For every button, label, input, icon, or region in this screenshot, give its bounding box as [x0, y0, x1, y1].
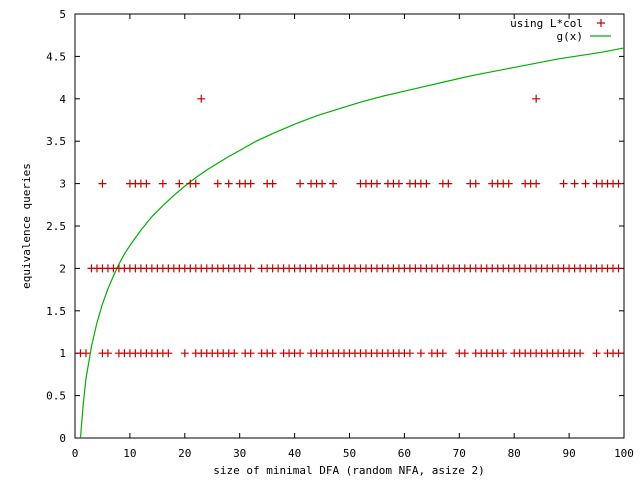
x-tick-label: 0 — [72, 447, 79, 460]
data-point — [103, 349, 112, 358]
data-point — [504, 179, 513, 188]
y-tick-label: 1 — [59, 347, 66, 360]
series-line-g — [79, 47, 625, 439]
x-tick-label: 100 — [614, 447, 634, 460]
data-point — [405, 349, 414, 358]
data-point — [576, 349, 585, 358]
legend-label-lstar: using L*col — [510, 17, 583, 30]
data-point — [81, 349, 90, 358]
data-point — [614, 264, 623, 273]
data-point — [98, 179, 107, 188]
data-point — [394, 179, 403, 188]
data-point — [164, 349, 173, 358]
data-point — [499, 349, 508, 358]
data-point — [559, 179, 568, 188]
y-tick-label: 0 — [59, 432, 66, 445]
x-tick-label: 50 — [343, 447, 356, 460]
data-point — [224, 179, 233, 188]
data-point — [460, 349, 469, 358]
y-axis-label: equivalence queries — [20, 163, 33, 289]
y-tick-label: 2 — [59, 262, 66, 275]
x-tick-label: 10 — [123, 447, 136, 460]
x-tick-label: 30 — [233, 447, 246, 460]
y-tick-labels: 0 0.5 1 1.5 2 2.5 3 3.5 4 4.5 5 — [46, 8, 66, 445]
data-point — [246, 349, 255, 358]
data-point — [471, 179, 480, 188]
x-tick-label: 90 — [562, 447, 575, 460]
y-tick-label: 3 — [59, 178, 66, 191]
data-point — [532, 179, 541, 188]
data-point — [592, 349, 601, 358]
data-point — [230, 349, 239, 358]
data-point — [246, 179, 255, 188]
data-point — [438, 349, 447, 358]
y-tick-label: 5 — [59, 8, 66, 21]
data-point — [372, 179, 381, 188]
data-point — [614, 179, 623, 188]
y-tick-label: 1.5 — [46, 305, 66, 318]
data-point — [318, 179, 327, 188]
data-point — [329, 179, 338, 188]
data-point — [444, 179, 453, 188]
y-tick-label: 4 — [59, 93, 66, 106]
x-axis-label: size of minimal DFA (random NFA, asize 2… — [213, 464, 485, 477]
data-point — [296, 349, 305, 358]
data-point — [175, 179, 184, 188]
y-tick-label: 0.5 — [46, 390, 66, 403]
data-point — [246, 264, 255, 273]
x-tick-label: 80 — [508, 447, 521, 460]
legend-marker-lstar — [597, 19, 605, 27]
axis-ticks — [74, 13, 625, 439]
data-point — [213, 179, 222, 188]
y-tick-label: 2.5 — [46, 220, 66, 233]
data-point — [268, 179, 277, 188]
x-tick-label: 20 — [178, 447, 191, 460]
x-tick-label: 70 — [453, 447, 466, 460]
data-point — [422, 179, 431, 188]
x-tick-label: 60 — [398, 447, 411, 460]
data-point — [142, 179, 151, 188]
data-point — [268, 349, 277, 358]
plot-frame — [74, 13, 625, 439]
y-tick-label: 4.5 — [46, 50, 66, 63]
y-tick-label: 3.5 — [46, 135, 66, 148]
data-point — [191, 179, 200, 188]
legend: using L*col g(x) — [510, 17, 611, 43]
data-point — [614, 349, 623, 358]
data-point — [581, 179, 590, 188]
data-point — [197, 94, 206, 103]
data-point — [532, 94, 541, 103]
x-tick-labels: 0 10 20 30 40 50 60 70 80 90 100 — [72, 447, 634, 460]
legend-label-g: g(x) — [557, 30, 584, 43]
data-point — [416, 349, 425, 358]
data-point — [570, 179, 579, 188]
data-point — [158, 179, 167, 188]
data-point — [296, 179, 305, 188]
legend-plus-icon — [597, 19, 605, 27]
x-tick-label: 40 — [288, 447, 301, 460]
data-point — [180, 349, 189, 358]
series-points-lstar — [76, 94, 623, 358]
